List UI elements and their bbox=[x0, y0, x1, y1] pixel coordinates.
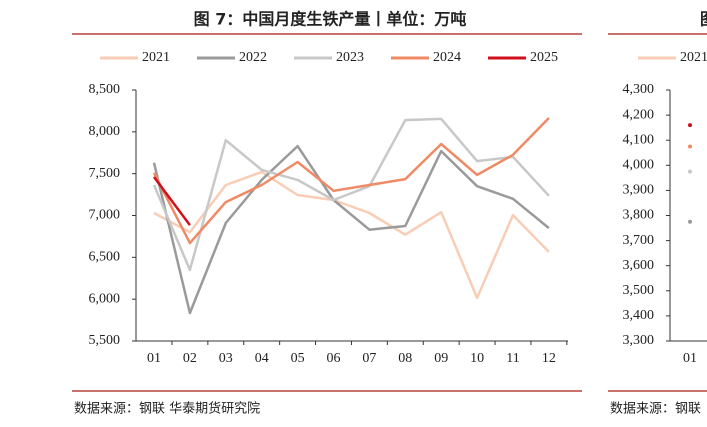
series-line bbox=[152, 117, 550, 245]
x-tick-label: 09 bbox=[434, 351, 448, 366]
y-tick-label: 3,500 bbox=[623, 283, 655, 298]
x-tick-label: 10 bbox=[470, 351, 484, 366]
x-tick-label: 06 bbox=[327, 351, 341, 366]
y-tick-label: 3,600 bbox=[623, 258, 655, 273]
x-tick-label: 08 bbox=[398, 351, 412, 366]
x-tick-label: 12 bbox=[542, 351, 556, 366]
x-tick-label: 07 bbox=[362, 351, 376, 366]
chart-title: 图 7：中国月度生铁产量丨单位：万吨 bbox=[194, 10, 467, 29]
y-tick-label: 4,300 bbox=[623, 82, 655, 97]
legend-label: 2021 bbox=[680, 50, 707, 65]
y-tick-label: 6,500 bbox=[89, 250, 121, 265]
series-point bbox=[688, 219, 692, 224]
y-tick-label: 7,000 bbox=[89, 208, 121, 223]
chart-title: 图 bbox=[700, 10, 707, 29]
series-line bbox=[152, 117, 550, 272]
y-tick-label: 4,200 bbox=[623, 107, 655, 122]
y-tick-label: 3,700 bbox=[623, 233, 655, 248]
y-tick-label: 5,500 bbox=[89, 333, 121, 348]
x-tick-label: 01 bbox=[683, 351, 697, 366]
x-tick-label: 03 bbox=[219, 351, 233, 366]
legend-label: 2024 bbox=[433, 50, 461, 65]
source: 数据来源：钢联 华泰期货研究院 bbox=[74, 401, 260, 417]
legend-label: 2025 bbox=[530, 50, 558, 65]
series-line bbox=[153, 170, 550, 300]
x-tick-label: 04 bbox=[255, 351, 269, 366]
series-line bbox=[152, 176, 191, 226]
y-tick-label: 4,000 bbox=[623, 158, 655, 173]
y-tick-label: 8,500 bbox=[89, 82, 121, 97]
legend-label: 2022 bbox=[239, 50, 267, 65]
series-point bbox=[688, 123, 692, 128]
y-tick-label: 3,400 bbox=[623, 308, 655, 323]
x-tick-label: 05 bbox=[291, 351, 305, 366]
legend-label: 2023 bbox=[336, 50, 364, 65]
legend-label: 2021 bbox=[142, 50, 170, 65]
series-point bbox=[688, 144, 692, 149]
y-tick-label: 8,000 bbox=[89, 124, 121, 139]
series-point bbox=[688, 169, 692, 174]
x-tick-label: 02 bbox=[183, 351, 197, 366]
y-tick-label: 3,900 bbox=[623, 183, 655, 198]
y-tick-label: 7,500 bbox=[89, 166, 121, 181]
x-tick-label: 01 bbox=[147, 351, 161, 366]
y-tick-label: 3,300 bbox=[623, 333, 655, 348]
x-tick-label: 11 bbox=[506, 351, 519, 366]
source: 数据来源：钢联 bbox=[610, 402, 701, 417]
y-tick-label: 6,000 bbox=[89, 291, 121, 306]
y-tick-label: 3,800 bbox=[623, 208, 655, 223]
y-tick-label: 4,100 bbox=[623, 132, 655, 147]
series-line bbox=[152, 144, 550, 315]
